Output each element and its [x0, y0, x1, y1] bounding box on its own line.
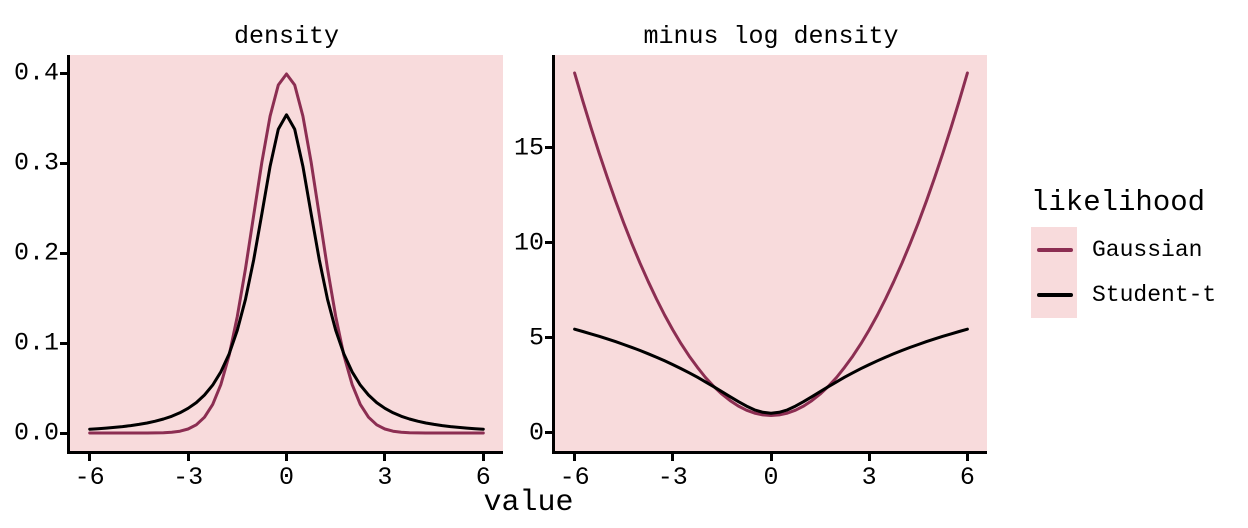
gaussian-curve — [573, 71, 969, 417]
x-tick-label: -6 — [559, 463, 590, 492]
x-axis-title: value — [483, 486, 574, 520]
panel-title-density: density — [233, 22, 340, 51]
y-tick — [545, 336, 552, 340]
y-tick — [545, 431, 552, 435]
x-tick — [671, 454, 675, 461]
x-tick — [867, 454, 871, 461]
y-tick-label: 0.3 — [13, 148, 59, 178]
minus-log-density-plot — [573, 71, 969, 417]
x-tick-label: -6 — [74, 463, 105, 492]
x-tick — [965, 454, 969, 461]
y-tick-label: 15 — [513, 133, 544, 163]
gaussian-curve — [88, 72, 485, 435]
y-tick — [545, 241, 552, 245]
y-tick-label: 0.4 — [13, 58, 59, 88]
legend-label-gaussian: Gaussian — [1092, 236, 1203, 263]
minus-log-density-panel — [552, 55, 987, 454]
x-tick — [186, 454, 190, 461]
y-tick-label: 0 — [528, 418, 544, 448]
x-tick — [285, 454, 288, 461]
y-tick-label: 5 — [528, 323, 544, 353]
y-tick-label: 10 — [513, 228, 544, 258]
legend-key-background — [1031, 227, 1077, 318]
student-t-curve — [88, 113, 485, 431]
x-tick — [769, 454, 773, 461]
panel-title-minus-log-density: minus log density — [643, 22, 899, 51]
x-tick-label: 3 — [861, 463, 877, 492]
legend-title: likelihood — [1031, 186, 1206, 219]
student-t-curve — [573, 327, 969, 415]
legend-key-line-gaussian — [1037, 247, 1073, 252]
y-tick-label: 0.0 — [13, 418, 59, 448]
y-tick-label: 0.2 — [13, 238, 59, 268]
x-tick — [573, 454, 577, 461]
x-tick-label: 0 — [763, 463, 779, 492]
x-tick-label: -3 — [657, 463, 688, 492]
legend-key-line-student-t — [1037, 293, 1073, 298]
density-panel — [67, 55, 503, 454]
x-tick — [88, 454, 92, 461]
y-tick — [60, 431, 67, 435]
y-tick — [60, 251, 67, 255]
x-tick-label: 6 — [475, 463, 491, 492]
y-tick-label: 0.1 — [13, 328, 59, 358]
y-tick — [60, 71, 67, 75]
x-tick-label: 0 — [278, 463, 295, 492]
x-tick-label: 6 — [959, 463, 975, 492]
x-tick — [383, 454, 387, 461]
y-tick — [545, 146, 552, 150]
x-tick-label: -3 — [173, 463, 204, 492]
x-tick — [481, 454, 485, 461]
density-plot — [88, 72, 485, 435]
legend-label-student-t: Student-t — [1092, 282, 1217, 309]
y-tick — [60, 161, 67, 165]
x-tick-label: 3 — [377, 463, 393, 492]
y-tick — [60, 341, 67, 345]
